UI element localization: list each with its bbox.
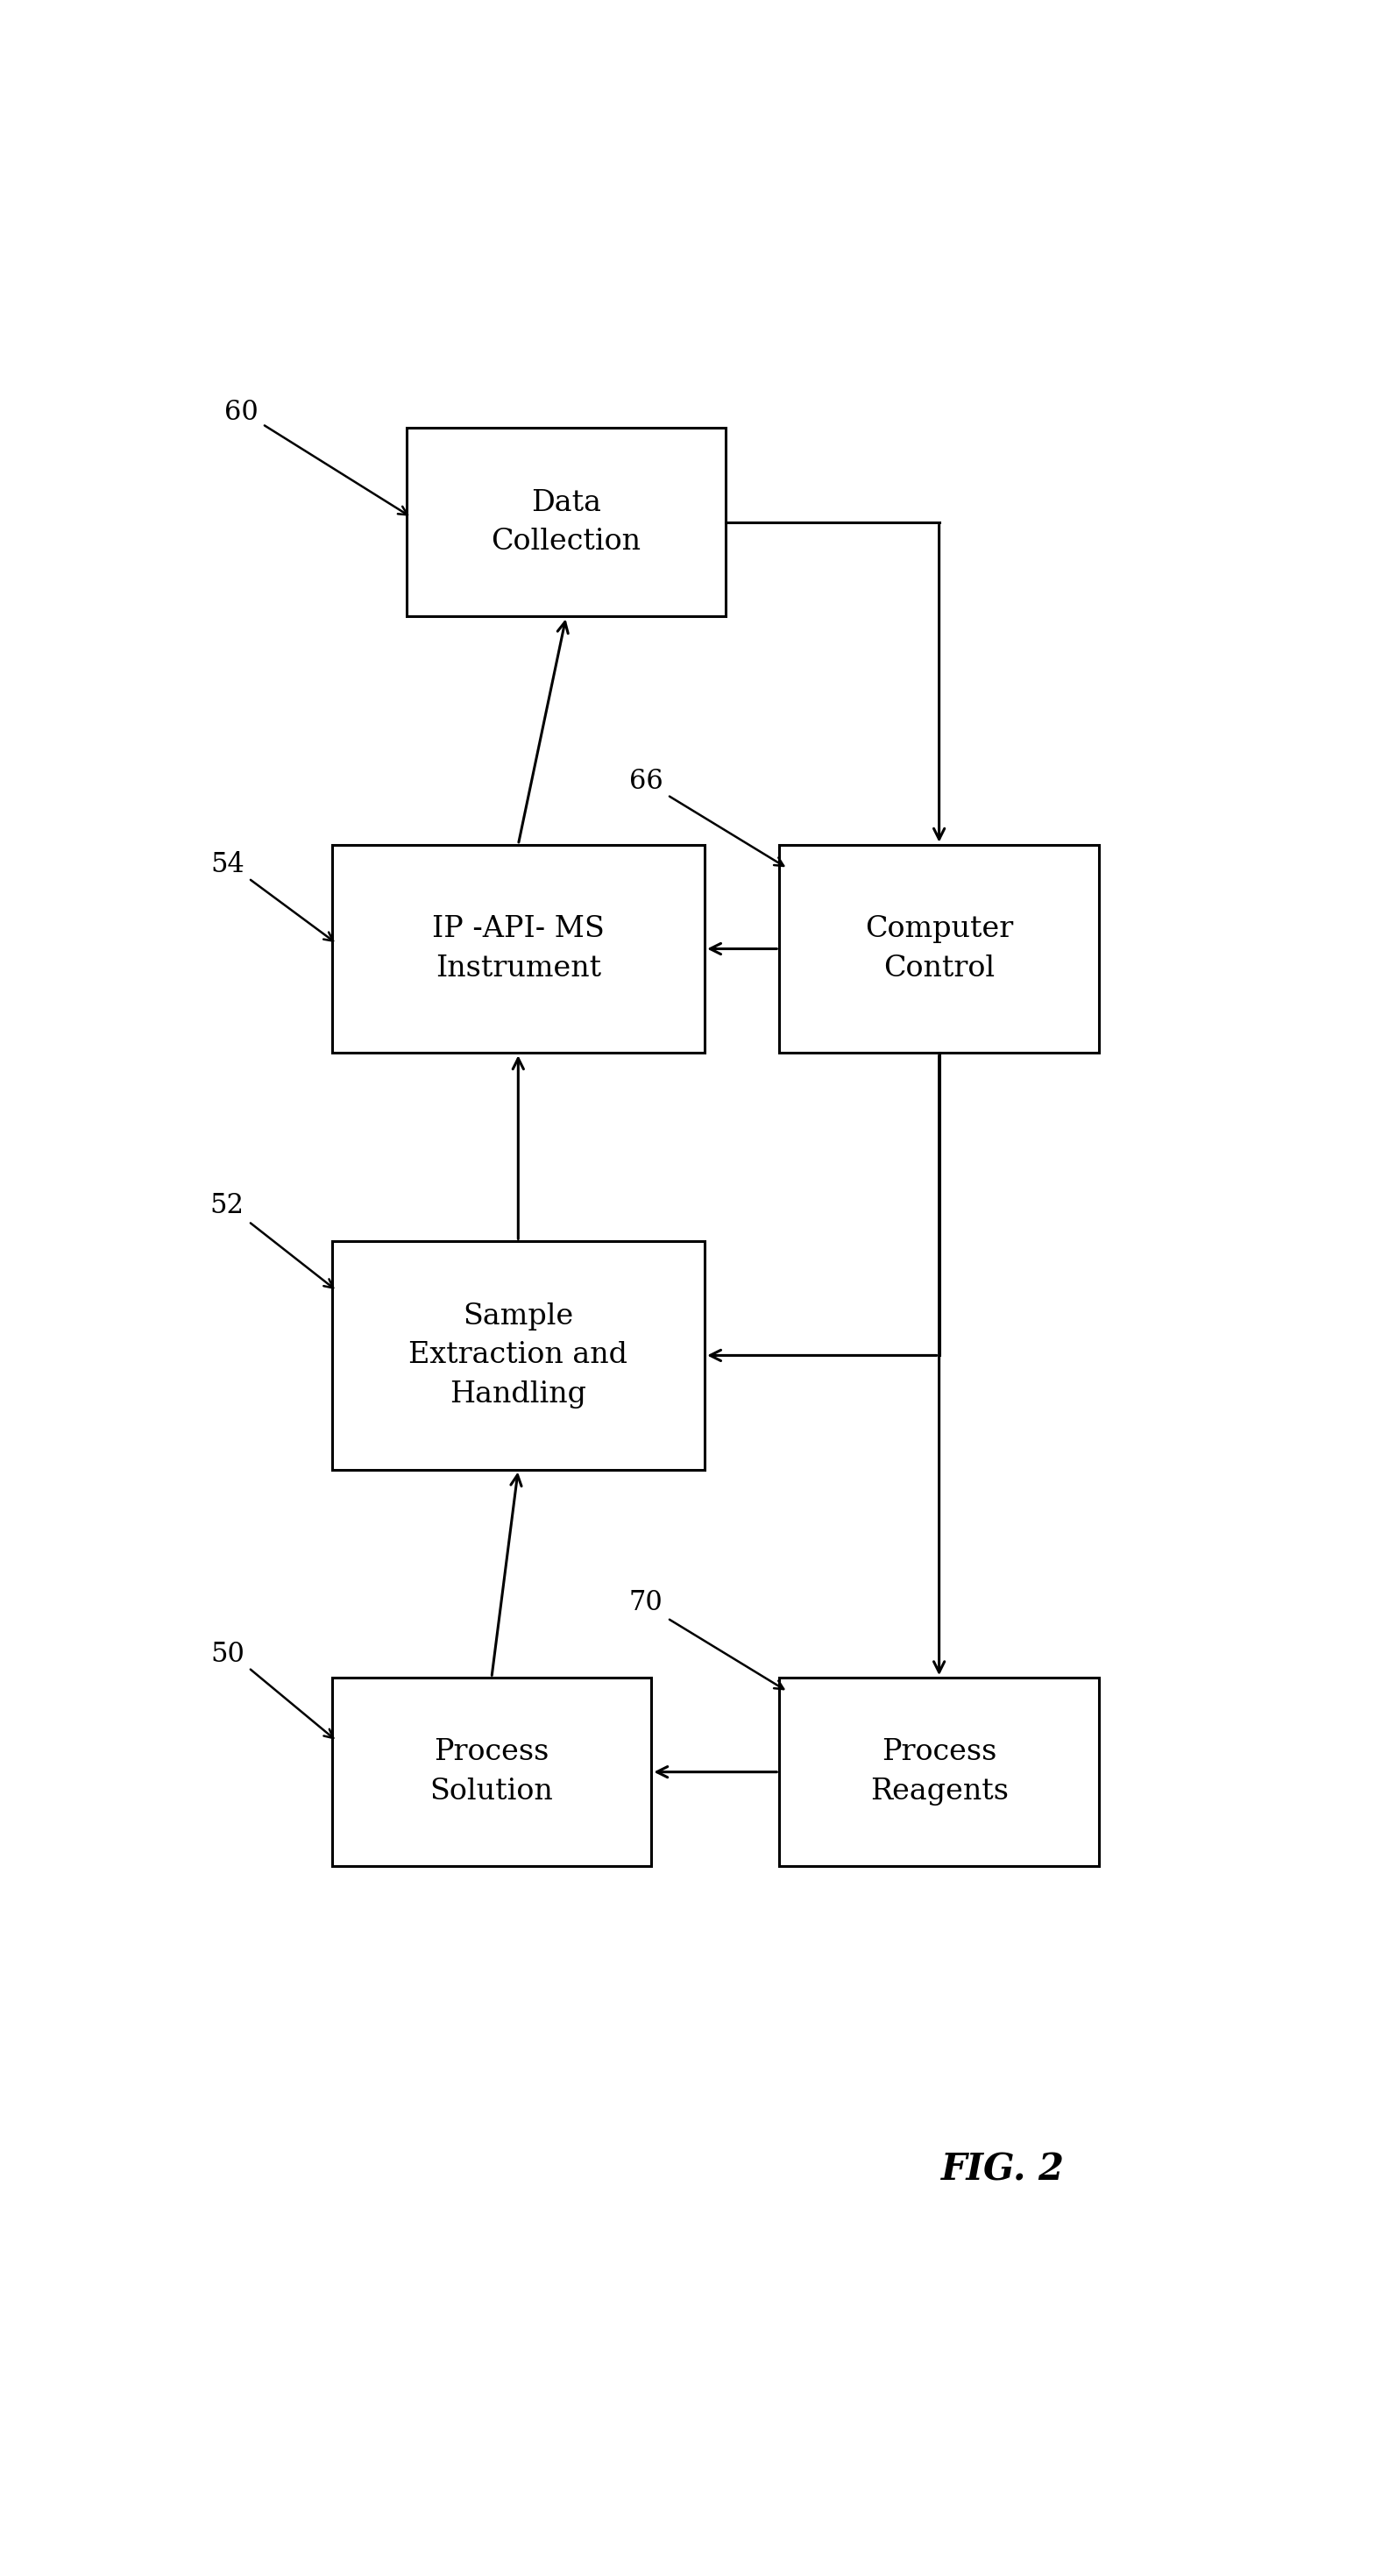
Text: Process
Solution: Process Solution xyxy=(430,1739,553,1806)
Text: 60: 60 xyxy=(224,399,258,425)
Text: 50: 50 xyxy=(210,1641,245,1667)
Text: FIG. 2: FIG. 2 xyxy=(942,2151,1064,2187)
Text: Sample
Extraction and
Handling: Sample Extraction and Handling xyxy=(408,1303,628,1409)
Bar xyxy=(780,1677,1099,1865)
Text: 70: 70 xyxy=(630,1589,663,1615)
Bar xyxy=(331,845,704,1054)
Text: 66: 66 xyxy=(630,768,663,796)
Bar xyxy=(407,428,726,616)
Text: IP -API- MS
Instrument: IP -API- MS Instrument xyxy=(432,914,605,981)
Text: 54: 54 xyxy=(210,850,245,878)
Text: Process
Reagents: Process Reagents xyxy=(870,1739,1008,1806)
Text: 52: 52 xyxy=(210,1193,245,1218)
Text: Data
Collection: Data Collection xyxy=(491,489,641,556)
Bar xyxy=(780,845,1099,1054)
Text: Computer
Control: Computer Control xyxy=(865,914,1013,981)
Bar xyxy=(331,1677,652,1865)
Bar xyxy=(331,1242,704,1468)
